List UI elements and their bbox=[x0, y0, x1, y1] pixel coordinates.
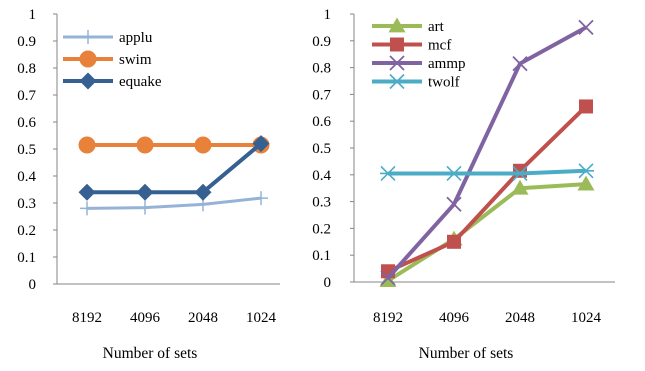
data-point-mcf bbox=[513, 163, 527, 178]
legend-marker-mcf bbox=[390, 37, 404, 52]
series-twolf bbox=[380, 163, 594, 182]
y-tick-label: 1 bbox=[29, 7, 37, 23]
y-tick-label: 0.7 bbox=[312, 87, 331, 103]
y-tick-label: 0.9 bbox=[17, 34, 36, 50]
legend-label-swim: swim bbox=[119, 52, 152, 68]
legend-marker-swim bbox=[79, 50, 97, 68]
x-tick-label: 8192 bbox=[373, 310, 403, 326]
data-point-equake bbox=[194, 183, 212, 201]
data-point-art bbox=[577, 175, 595, 191]
series-line-twolf bbox=[388, 168, 587, 176]
data-point-equake bbox=[252, 135, 270, 153]
data-point-twolf bbox=[380, 165, 396, 182]
series-ammp bbox=[380, 19, 594, 286]
x-tick-label: 2048 bbox=[505, 310, 535, 326]
data-point-swim bbox=[136, 136, 154, 154]
series-line-mcf bbox=[387, 105, 588, 274]
series-line-ammp bbox=[386, 25, 587, 280]
x-axis-title: Number of sets bbox=[419, 345, 514, 362]
y-tick-label: 0.2 bbox=[312, 221, 331, 237]
legend-marker-art bbox=[388, 17, 406, 33]
legend-marker-equake bbox=[79, 72, 97, 90]
x-axis-title: Number of sets bbox=[103, 345, 198, 362]
legend-label-mcf: mcf bbox=[428, 38, 451, 54]
x-tick-label: 8192 bbox=[72, 310, 102, 326]
x-tick-label: 4096 bbox=[130, 310, 161, 326]
data-point-art bbox=[511, 179, 529, 195]
y-tick-label: 0.7 bbox=[17, 88, 36, 104]
legend-label-art: art bbox=[428, 19, 445, 35]
y-tick-label: 0.6 bbox=[17, 115, 36, 131]
data-point-twolf bbox=[578, 163, 594, 179]
series-equake bbox=[78, 135, 270, 201]
data-point-twolf bbox=[512, 165, 528, 182]
legend-marker-applu bbox=[81, 30, 95, 44]
y-tick-label: 0.1 bbox=[312, 248, 331, 264]
y-tick-label: 0.8 bbox=[17, 61, 36, 77]
series-applu bbox=[80, 191, 268, 216]
series-art bbox=[379, 175, 595, 288]
y-tick-label: 0.5 bbox=[17, 142, 36, 158]
data-point-applu bbox=[138, 200, 152, 215]
legend-marker-ammp bbox=[389, 55, 405, 71]
series-line-applu bbox=[86, 196, 262, 210]
x-tick-label: 2048 bbox=[188, 310, 218, 326]
legend-label-applu: applu bbox=[119, 30, 153, 46]
x-tick-label: 1024 bbox=[246, 310, 277, 326]
series-line-art bbox=[386, 182, 587, 283]
data-point-twolf bbox=[446, 165, 462, 182]
y-tick-label: 0.9 bbox=[312, 34, 331, 50]
data-point-ammp bbox=[578, 19, 594, 36]
y-tick-label: 0 bbox=[29, 277, 37, 293]
y-tick-label: 0.5 bbox=[312, 141, 331, 157]
legend-label-twolf: twolf bbox=[428, 75, 460, 91]
data-point-equake bbox=[78, 183, 96, 201]
data-point-swim bbox=[194, 136, 212, 154]
series-line-equake bbox=[87, 142, 263, 195]
data-point-mcf bbox=[579, 99, 593, 114]
data-point-applu bbox=[80, 201, 94, 216]
y-tick-label: 0.3 bbox=[312, 195, 331, 211]
x-tick-label: 1024 bbox=[571, 310, 602, 326]
data-point-ammp bbox=[512, 55, 528, 72]
y-tick-label: 0.4 bbox=[312, 168, 331, 184]
x-tick-label: 4096 bbox=[439, 310, 470, 326]
legend-label-equake: equake bbox=[119, 74, 162, 90]
data-point-mcf bbox=[447, 234, 461, 249]
data-point-ammp bbox=[380, 270, 396, 286]
y-tick-label: 1 bbox=[324, 7, 332, 23]
series-swim bbox=[78, 136, 270, 154]
y-tick-label: 0.8 bbox=[312, 61, 331, 77]
y-tick-label: 0.6 bbox=[312, 114, 331, 130]
legend-marker-twolf bbox=[389, 73, 405, 90]
data-point-swim bbox=[78, 136, 96, 154]
legend: art mcf ammp twolf bbox=[372, 17, 466, 91]
chart-panel-2: 0 0.1 0.2 0.3 0.4 0.5 0.6 0.7 0.8 0.9 1 8192 4096 204… bbox=[312, 7, 615, 362]
legend: applu swim equake bbox=[63, 30, 162, 90]
data-point-equake bbox=[136, 183, 154, 201]
legend-label-ammp: ammp bbox=[428, 56, 466, 72]
data-point-applu bbox=[254, 191, 268, 206]
y-tick-label: 0.3 bbox=[17, 196, 36, 212]
chart-panel-1: 0 0.1 0.2 0.3 0.4 0.5 0.6 0.7 0.8 0.9 1 8192 4096 204… bbox=[17, 7, 280, 362]
data-point-ammp bbox=[446, 196, 462, 212]
y-tick-label: 0.1 bbox=[17, 250, 36, 266]
y-tick-label: 0 bbox=[324, 275, 332, 291]
y-tick-label: 0.4 bbox=[17, 169, 36, 185]
y-tick-label: 0.2 bbox=[17, 223, 36, 239]
